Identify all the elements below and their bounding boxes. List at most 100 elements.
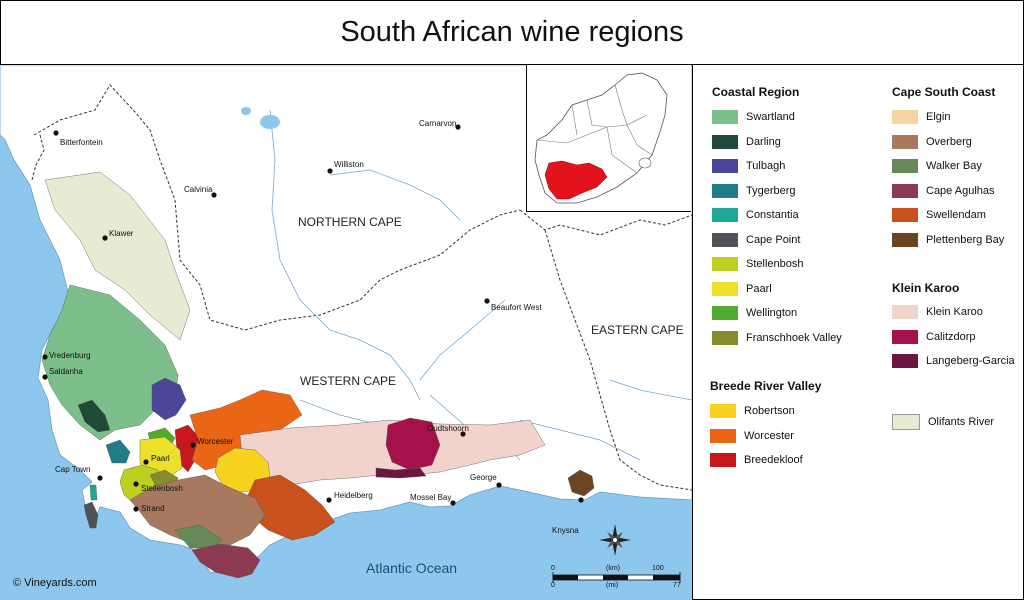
legend-swatch [712,159,738,173]
town-label: George [470,473,497,482]
legend-label: Swartland [746,111,795,123]
legend-item-franschhoek-valley: Franschhoek Valley [712,330,842,345]
legend-swatch [712,110,738,124]
legend-item-darling: Darling [712,134,781,149]
scale-mi-unit: (mi) [606,582,619,589]
legend-label: Klein Karoo [926,306,983,318]
legend-label: Tulbagh [746,160,786,172]
legend-label: Tygerberg [746,184,796,197]
region-walker-bay [174,524,223,549]
legend-item-swartland: Swartland [712,110,795,124]
town-label: Oudtshoorn [427,424,469,433]
town-label: Stellenbosh [141,484,183,493]
legend-label: Olifants River [928,416,995,428]
town-label: Worcester [197,437,234,446]
province-label-eastern-cape: EASTERN CAPE [591,323,684,337]
town-label: Klawer [109,229,134,238]
legend-swatch [712,208,738,222]
legend-label: Constantia [746,209,799,221]
inset-map-svg [534,72,668,204]
legend-item-worcester: Worcester [710,428,794,443]
legend-heading-south-coast: Cape South Coast [892,85,996,99]
region-constantia [89,484,98,501]
region-overberg [129,474,266,549]
legend-label: Cape Agulhas [926,184,995,197]
province-label-northern-cape: NORTHERN CAPE [298,215,402,229]
town-label: Beaufort West [491,303,542,312]
legend-swatch [712,330,738,345]
legend-heading-klein-karoo: Klein Karoo [892,281,960,295]
town-label: Heidelberg [334,491,373,500]
copyright-text: © Vineyards.com [13,577,97,589]
legend-label: Walker Bay [926,160,982,172]
town-label: Bitterfontein [60,138,103,147]
region-swartland [41,284,179,441]
legend-label: Worcester [744,429,794,442]
region-calitzdorp [385,417,441,471]
legend-item-constantia: Constantia [712,208,799,222]
legend-heading-breede: Breede River Valley [710,379,822,393]
legend-swatch [892,414,920,430]
town-label: Calvinia [184,185,213,194]
legend-swatch [892,305,918,319]
region-langeberg-garcia [375,467,427,479]
scale-km-unit: (km) [606,565,620,572]
town-markers [42,124,584,512]
scale-max-mi: 77 [673,582,681,589]
region-tygerberg [105,439,131,464]
legend-swatch [710,428,736,443]
legend-item-breedekloof: Breedekloof [710,453,803,467]
legend-item-olifants: Olifants River [892,414,995,430]
scale-bar [552,572,681,583]
legend-item-plettenberg-bay: Plettenberg Bay [892,232,1005,247]
compass-rose-icon [599,524,631,556]
legend-swatch [712,232,738,247]
legend-swatch [892,183,918,198]
town-label: Paarl [151,454,170,463]
legend-swatch [712,134,738,149]
legend-swatch [892,110,918,124]
legend-label: Robertson [744,405,795,417]
town-label: Strand [141,504,165,513]
scale-zero-mi: 0 [551,582,555,589]
legend-item-calitzdorp: Calitzdorp [892,329,976,344]
legend-swatch [892,134,918,149]
scale-max-km: 100 [652,565,664,572]
legend-item-tygerberg: Tygerberg [712,183,796,198]
scale-zero-km: 0 [551,565,555,572]
legend-label: Breedekloof [744,454,803,466]
map-area[interactable]: NORTHERN CAPE WESTERN CAPE EASTERN CAPE … [0,65,692,600]
legend-item-langeberg-garcia: Langeberg-Garcia [892,354,1015,368]
legend-swatch [712,306,738,320]
legend-label: Wellington [746,307,798,319]
region-cape-agulhas [191,543,261,579]
legend-swatch [892,208,918,222]
legend-label: Langeberg-Garcia [926,355,1015,367]
legend-swatch [892,354,918,368]
region-plettenberg-bay [567,469,595,497]
legend-item-wellington: Wellington [712,306,797,320]
map-svg[interactable] [0,65,692,600]
region-tulbagh [151,377,187,421]
legend-label: Overberg [926,135,972,148]
legend-label: Paarl [746,282,772,295]
legend-item-cape-point: Cape Point [712,232,800,247]
legend-item-overberg: Overberg [892,134,972,149]
province-label-western-cape: WESTERN CAPE [300,374,397,388]
inset-map [526,65,691,212]
legend-swatch [712,257,738,271]
legend-swatch [710,404,736,418]
legend-label: Stellenbosh [746,258,804,270]
legend-label: Plettenberg Bay [926,233,1005,246]
region-darling [77,399,111,433]
legend-label: Darling [746,135,781,148]
legend-swatch [712,281,738,296]
town-label: Vredenburg [49,351,91,360]
legend-item-tulbagh: Tulbagh [712,159,785,173]
legend-label: Elgin [926,111,951,123]
town-label: Carnarvon [419,119,457,128]
title-bar: South African wine regions [0,0,1024,65]
legend-item-elgin: Elgin [892,110,950,124]
town-label: Williston [334,160,364,169]
legend-item-stellenbosh: Stellenbosh [712,257,804,271]
